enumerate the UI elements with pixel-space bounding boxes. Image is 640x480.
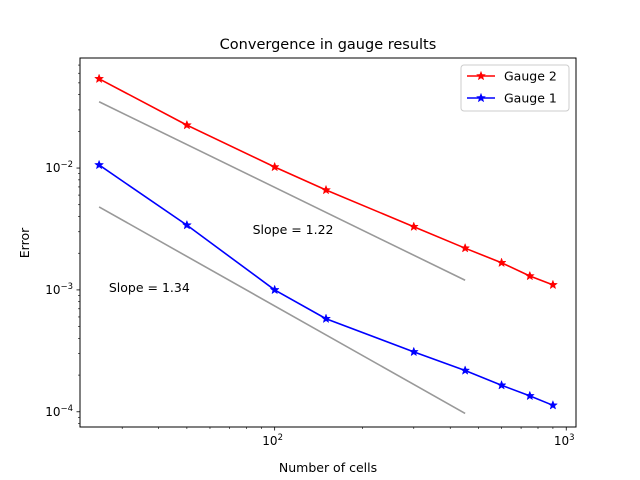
y-tick-label: 10−4	[45, 404, 73, 419]
data-point-gauge-1	[496, 379, 507, 390]
data-point-gauge-2	[547, 279, 558, 290]
x-axis-label: Number of cells	[279, 460, 377, 475]
chart-title: Convergence in gauge results	[220, 37, 437, 53]
data-point-gauge-1	[94, 159, 105, 170]
data-point-gauge-1	[269, 284, 280, 295]
data-point-gauge-2	[524, 270, 535, 281]
reference-line-slope-1.34	[98, 206, 466, 415]
slope-annotation: Slope = 1.22	[253, 222, 334, 237]
major-ticks: 102 103 10−4 10−3 10−2	[45, 160, 574, 448]
data-point-gauge-1	[547, 399, 558, 410]
data-point-gauge-1	[408, 346, 419, 357]
x-tick-label: 102	[262, 433, 283, 448]
data-point-gauge-2	[94, 73, 105, 84]
legend-marker-gauge-2	[475, 70, 487, 81]
data-point-gauge-1	[524, 390, 535, 401]
y-tick-label: 10−2	[45, 160, 73, 175]
slope-annotation: Slope = 1.34	[109, 280, 190, 295]
data-point-gauge-2	[408, 221, 419, 232]
data-point-gauge-2	[496, 257, 507, 268]
plot-area	[80, 58, 576, 427]
y-axis-label: Error	[17, 227, 32, 258]
reference-line-slope-1.22	[98, 101, 466, 281]
series-markers	[94, 73, 558, 410]
data-point-gauge-2	[269, 161, 280, 172]
x-tick-label: 103	[554, 433, 575, 448]
data-point-gauge-1	[320, 313, 332, 324]
plot-frame	[79, 57, 577, 428]
legend-marker-gauge-1	[475, 92, 487, 103]
data-point-gauge-1	[181, 219, 192, 230]
legend-label-gauge-2: Gauge 2	[504, 69, 557, 84]
annotations: Slope = 1.22 Slope = 1.34	[109, 222, 334, 295]
data-point-gauge-1	[460, 365, 471, 375]
legend: Gauge 2 Gauge 1	[460, 64, 570, 112]
y-tick-label: 10−3	[45, 282, 73, 297]
legend-label-gauge-1: Gauge 1	[504, 91, 557, 106]
reference-lines	[98, 101, 466, 415]
data-point-gauge-2	[181, 119, 192, 130]
data-point-gauge-2	[320, 184, 332, 195]
data-point-gauge-2	[460, 242, 471, 253]
